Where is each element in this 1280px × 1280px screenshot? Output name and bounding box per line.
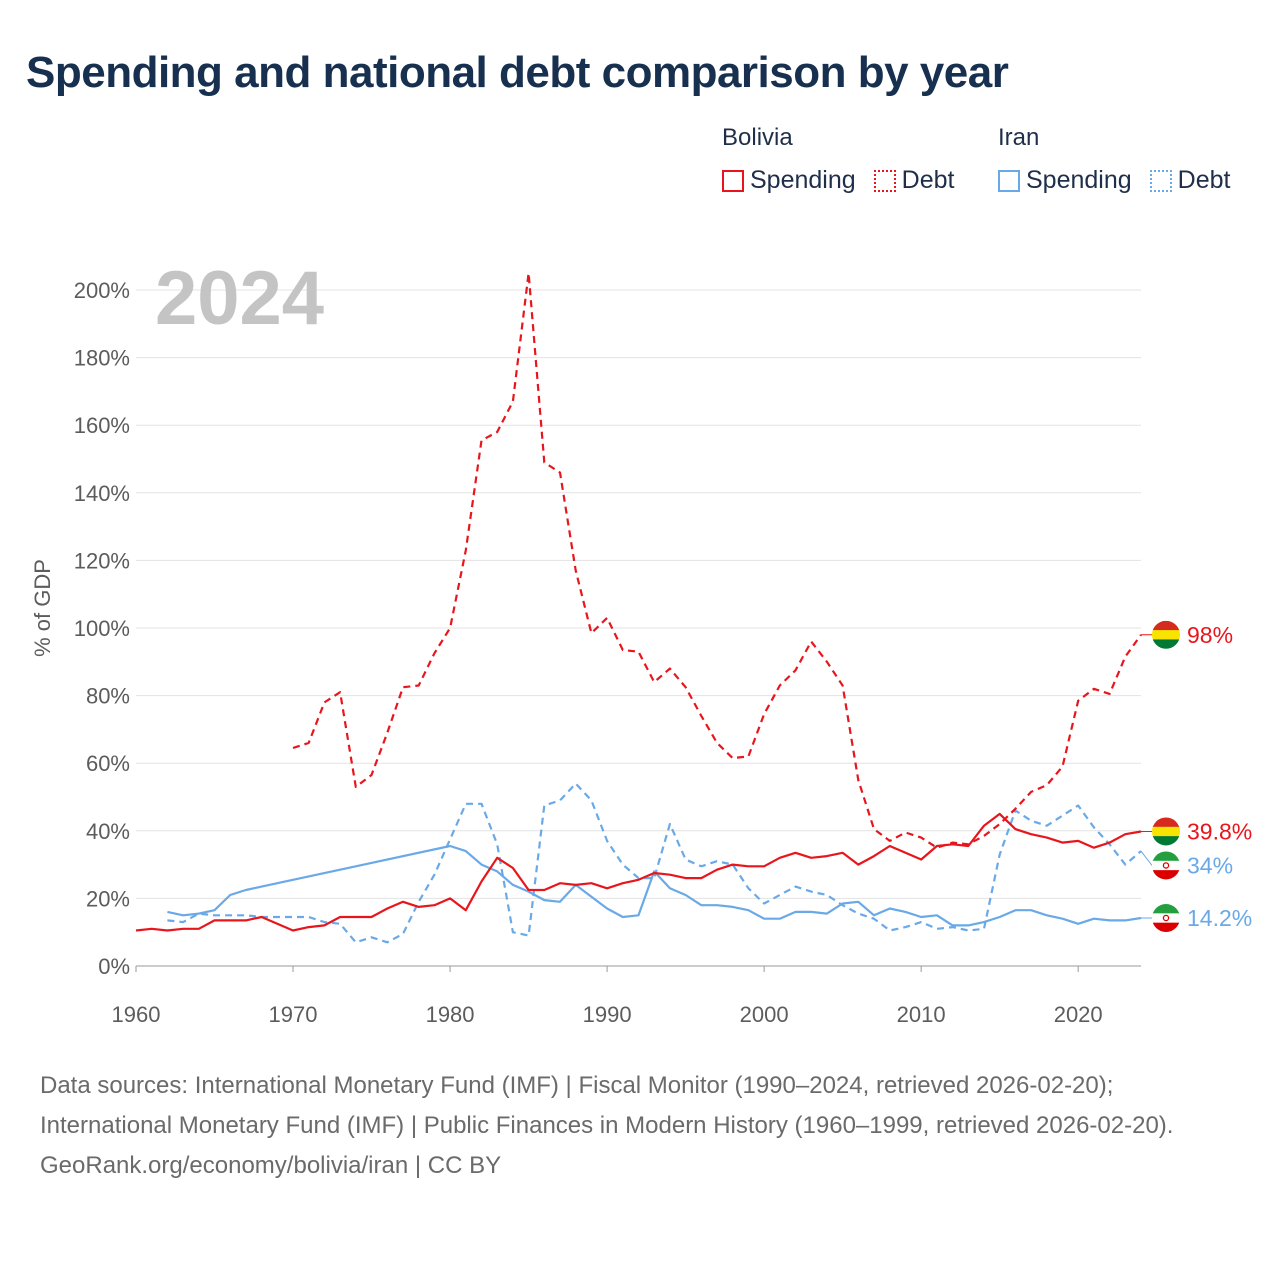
legend-item-label: Spending [1026, 166, 1132, 194]
legend-group-iran: Iran Spending Debt [998, 124, 1248, 195]
y-tick-label: 100% [74, 616, 130, 641]
x-tick-label: 1980 [426, 1002, 475, 1027]
series-end-label: 14.2% [1187, 905, 1252, 931]
y-tick-label: 200% [74, 278, 130, 303]
bolivia-flag-icon [1152, 817, 1180, 846]
legend-swatch [998, 169, 1020, 192]
legend-item-iran-debt[interactable]: Debt [1149, 166, 1231, 195]
footer: Data sources: International Monetary Fun… [40, 1066, 1240, 1186]
iran-flag-icon [1152, 904, 1180, 933]
iran-flag-icon [1152, 851, 1180, 880]
year-label: 2024 [155, 256, 324, 341]
y-tick-label: 0% [98, 954, 130, 979]
legend-item-label: Debt [901, 166, 955, 194]
label-connector [1140, 850, 1153, 866]
legend-swatch [873, 169, 896, 192]
y-tick-label: 120% [74, 548, 130, 573]
legend-item-label: Spending [750, 166, 856, 194]
legend-swatch [1149, 169, 1172, 192]
x-tick-label: 2010 [897, 1002, 946, 1027]
x-tick-label: 2000 [740, 1002, 789, 1027]
legend-swatch [722, 169, 744, 192]
y-tick-label: 140% [74, 481, 130, 506]
x-tick-label: 1960 [112, 1002, 161, 1027]
legend-item-bolivia-spending[interactable]: Spending [722, 166, 856, 195]
y-tick-label: 180% [74, 346, 130, 371]
y-tick-label: 60% [86, 751, 130, 776]
y-tick-label: 160% [74, 413, 130, 438]
credit-link[interactable]: GeoRank.org/economy/bolivia/iran | CC BY [40, 1152, 502, 1179]
y-tick-label: 80% [86, 684, 130, 709]
legend-item-label: Debt [1177, 166, 1231, 194]
x-tick-label: 1970 [269, 1002, 318, 1027]
chart-title: Spending and national debt comparison by… [26, 48, 1009, 97]
legend-country-label: Bolivia [722, 124, 793, 151]
data-sources-note: Data sources: International Monetary Fun… [40, 1072, 1174, 1139]
series-line-iran-debt [167, 782, 1142, 944]
legend-item-iran-spending[interactable]: Spending [998, 166, 1132, 195]
legend-group-bolivia: Bolivia Spending Debt [722, 124, 972, 195]
series-end-label: 34% [1187, 852, 1233, 878]
legend-country-label: Iran [998, 124, 1040, 151]
y-tick-label: 40% [86, 819, 130, 844]
series-end-label: 39.8% [1187, 818, 1252, 844]
series-end-label: 98% [1187, 622, 1233, 648]
series-line-bolivia-debt [292, 272, 1142, 849]
line-chart: 0% 20% 40% 60% 80% 100% 120% 140% 160% 180% 200% 19… [30, 256, 1252, 1027]
y-axis-label: % of GDP [30, 559, 55, 657]
legend-item-bolivia-debt[interactable]: Debt [873, 166, 955, 195]
x-tick-label: 2020 [1054, 1002, 1103, 1027]
series-line-bolivia-spending [135, 812, 1142, 932]
series-line-iran-spending [167, 844, 1142, 927]
y-tick-label: 20% [86, 886, 130, 911]
bolivia-flag-icon [1152, 620, 1180, 649]
x-tick-label: 1990 [583, 1002, 632, 1027]
